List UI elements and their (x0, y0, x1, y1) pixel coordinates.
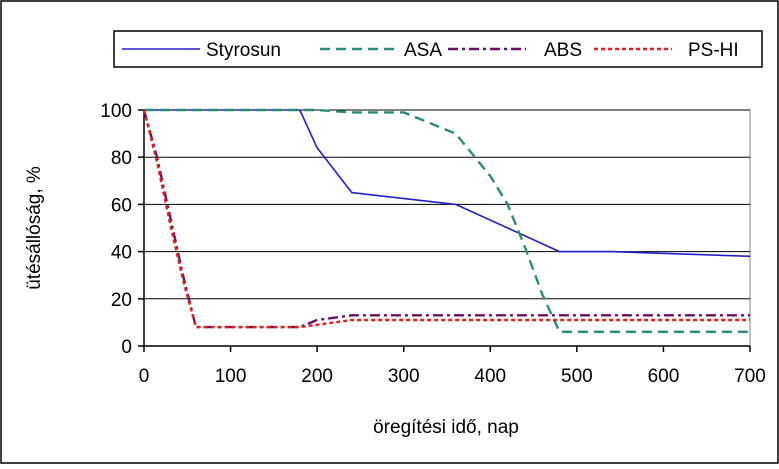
y-tick-label: 80 (111, 148, 132, 169)
x-tick-label: 600 (648, 366, 680, 387)
x-tick-label: 500 (561, 366, 593, 387)
legend-item-styrosun: Styrosun (122, 40, 281, 61)
series-line-asa (144, 108, 750, 333)
legend: Styrosun ASA ABS PS-HI (113, 30, 763, 68)
legend-label-abs: ABS (544, 40, 582, 61)
series-line-styrosun (144, 109, 751, 258)
axes (143, 110, 750, 347)
x-ticks: 0 100 200 300 400 500 600 700 (139, 346, 766, 387)
x-tick-label: 200 (301, 366, 333, 387)
legend-item-asa: ASA (320, 40, 442, 61)
x-tick-label: 400 (474, 366, 506, 387)
series-line-ps-hi (142, 109, 750, 329)
x-tick-label: 100 (215, 366, 247, 387)
x-tick-label: 300 (388, 366, 420, 387)
y-tick-label: 100 (100, 101, 132, 122)
x-axis-title: öregítési idő, nap (373, 417, 519, 438)
series-layer (142, 108, 751, 333)
y-ticks: 0 20 40 60 80 100 (100, 101, 144, 358)
y-tick-label: 40 (111, 243, 132, 264)
legend-label-asa: ASA (404, 40, 442, 61)
legend-label-styrosun: Styrosun (206, 40, 281, 61)
y-tick-label: 0 (121, 337, 132, 358)
legend-label-ps-hi: PS-HI (688, 40, 739, 61)
y-axis-title: ütésállóság, % (24, 166, 45, 290)
x-tick-label: 0 (139, 366, 150, 387)
legend-item-ps-hi: PS-HI (594, 40, 739, 61)
x-tick-label: 700 (734, 366, 766, 387)
gridlines (144, 109, 750, 300)
y-tick-label: 20 (111, 290, 132, 311)
y-tick-label: 60 (111, 195, 132, 216)
plot-area (143, 109, 751, 347)
legend-item-abs: ABS (448, 40, 582, 61)
